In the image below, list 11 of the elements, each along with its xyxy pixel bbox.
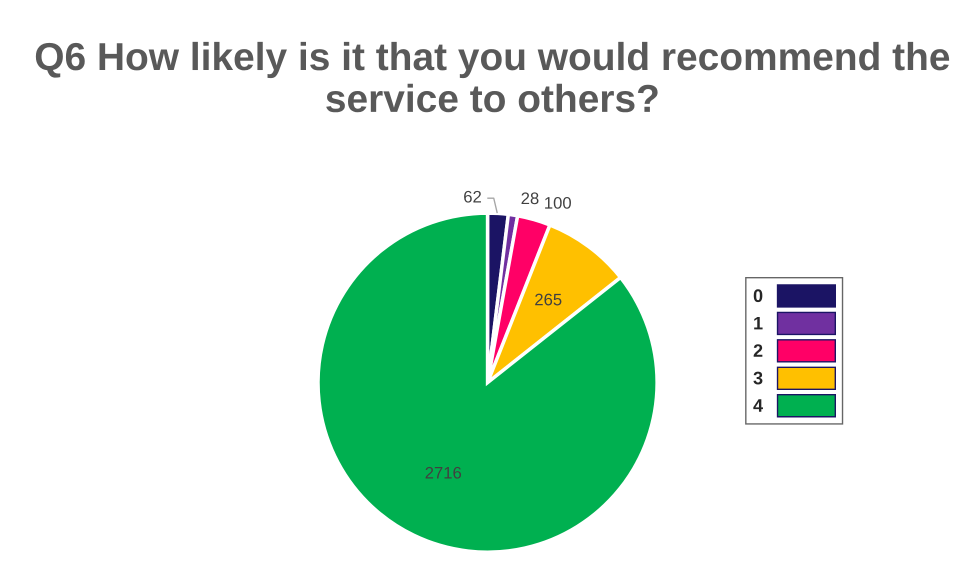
- data-label: 265: [535, 294, 562, 306]
- data-label: 28: [522, 192, 538, 204]
- data-label: 100: [545, 196, 571, 209]
- chart-title: Q6 How likely is it that you would recommend the service to others?: [36, 42, 950, 112]
- legend-label: 4: [753, 399, 763, 412]
- legend-label: 2: [754, 344, 762, 357]
- legend-label: 1: [754, 316, 763, 330]
- data-label: 2716: [426, 466, 462, 479]
- legend-label: 0: [754, 289, 762, 302]
- legend-label: 3: [753, 372, 762, 384]
- data-label: 62: [464, 190, 481, 203]
